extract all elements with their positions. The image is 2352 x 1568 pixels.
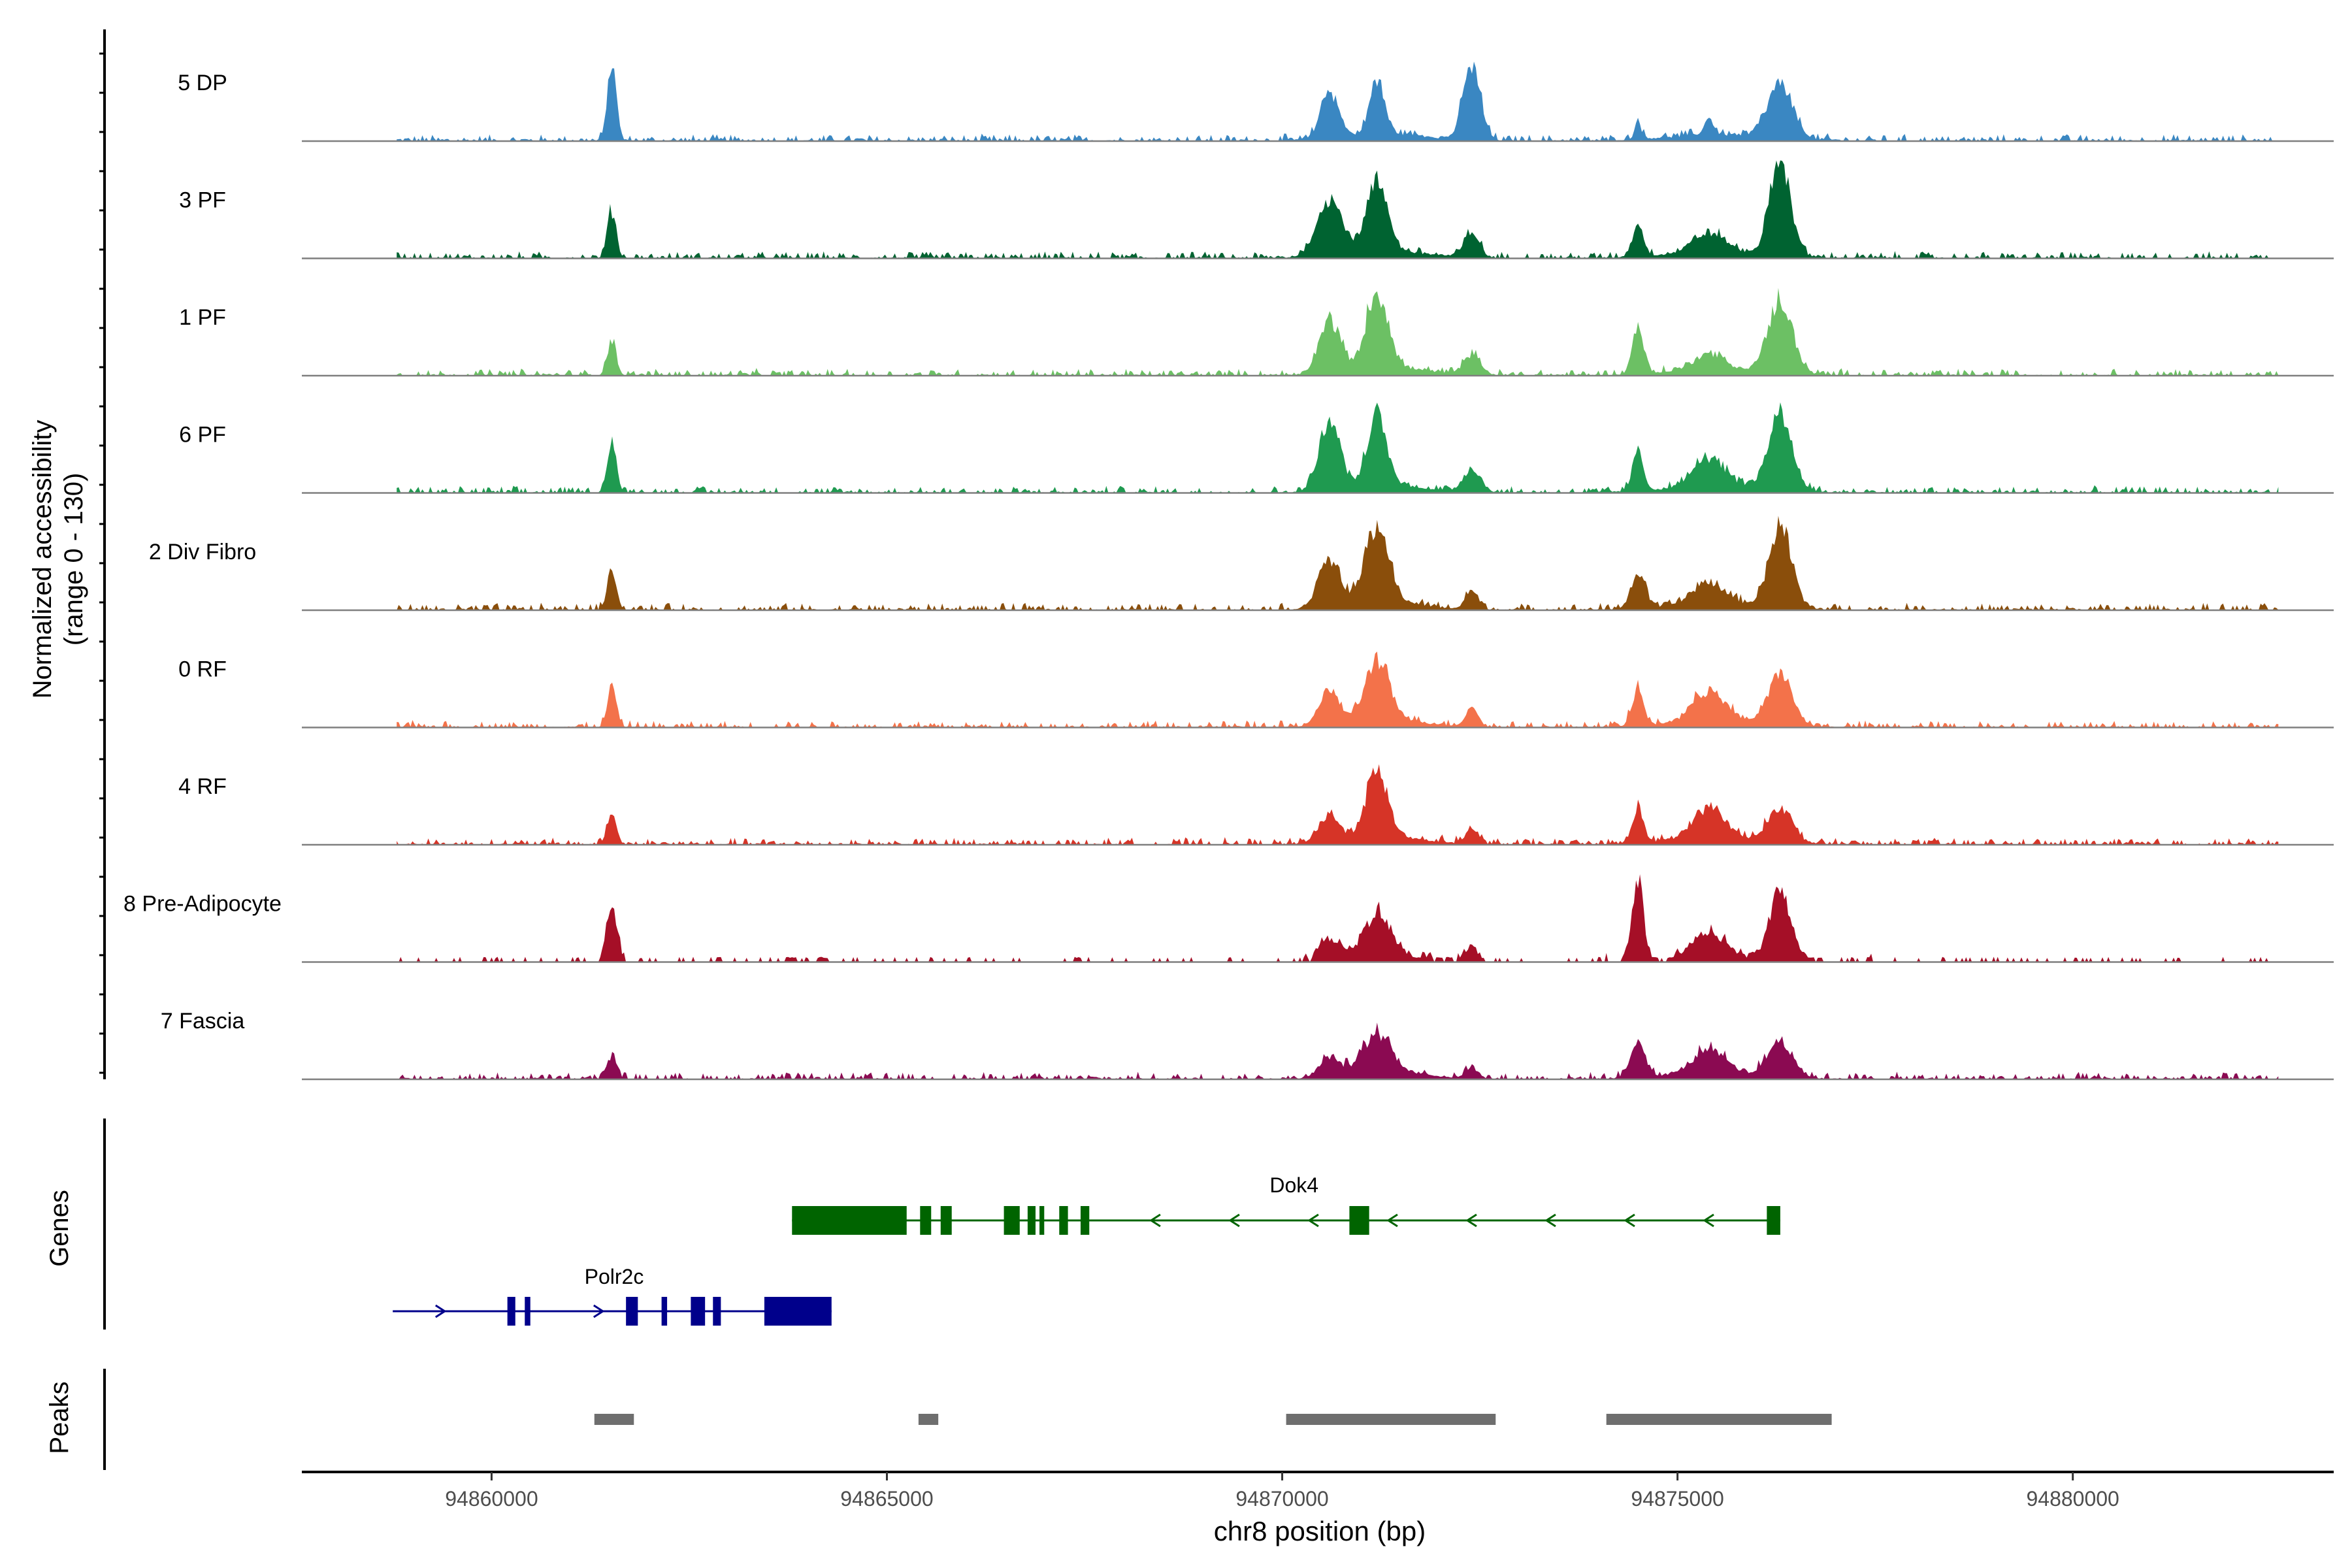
coverage-area: [397, 764, 2279, 845]
coverage-area: [397, 1022, 2279, 1079]
track-label: 6 PF: [179, 423, 226, 448]
track-0: 5 DP: [178, 61, 2334, 142]
strand-arrow: [593, 1304, 605, 1318]
genes-axis-label: Genes: [45, 1190, 74, 1267]
track-label: 8 Pre-Adipocyte: [123, 892, 282, 917]
track-label: 5 DP: [178, 71, 227, 95]
track-6: 4 RF: [178, 764, 2334, 846]
gene-label: Dok4: [1269, 1173, 1318, 1197]
exon: [1027, 1206, 1036, 1235]
coverage-area: [397, 651, 2279, 728]
track-label: 2 Div Fibro: [149, 540, 256, 564]
exon: [1349, 1206, 1369, 1235]
strand-arrow: [1465, 1213, 1477, 1228]
y-axis-label-line1: Normalized accessibility: [28, 420, 57, 699]
exon: [1767, 1206, 1780, 1235]
track-2: 1 PF: [179, 287, 2334, 377]
exon: [940, 1206, 952, 1235]
x-tick-label: 94880000: [2026, 1487, 2119, 1511]
exon: [1080, 1206, 1090, 1235]
exon: [1039, 1206, 1045, 1235]
exon: [713, 1297, 721, 1326]
track-7: 8 Pre-Adipocyte: [123, 874, 2334, 963]
exon: [1004, 1206, 1020, 1235]
peaks-panel: [103, 1369, 1832, 1470]
track-label: 3 PF: [179, 188, 226, 213]
track-8: 7 Fascia: [161, 1009, 2334, 1081]
strand-arrow: [1386, 1213, 1398, 1228]
peak-region: [1286, 1414, 1496, 1425]
strand-arrow: [1307, 1213, 1319, 1228]
track-5: 0 RF: [178, 651, 2334, 728]
exon: [1059, 1206, 1068, 1235]
strand-arrow: [1703, 1213, 1714, 1228]
exon: [626, 1297, 638, 1326]
coverage-area: [397, 515, 2279, 610]
track-4: 2 Div Fibro: [149, 515, 2334, 612]
x-axis-label: chr8 position (bp): [1214, 1516, 1426, 1546]
gene-label: Polr2c: [585, 1265, 644, 1288]
exon: [920, 1206, 932, 1235]
peak-region: [918, 1414, 939, 1425]
x-tick-label: 94875000: [1631, 1487, 1723, 1511]
coverage-area: [397, 160, 2279, 259]
genes-panel: Dok4 Polr2c: [103, 1119, 1780, 1330]
peaks-axis-label: Peaks: [45, 1381, 74, 1454]
track-label: 1 PF: [179, 305, 226, 330]
strand-arrow: [1544, 1213, 1556, 1228]
coverage-area: [397, 287, 2279, 376]
x-axis: 94860000 94865000 94870000 94875000 94880000: [302, 1471, 2334, 1511]
x-tick-label: 94865000: [840, 1487, 933, 1511]
strand-arrow: [434, 1304, 447, 1318]
exon: [507, 1297, 515, 1326]
track-label: 7 Fascia: [161, 1009, 245, 1034]
gene-dok4: Dok4: [792, 1173, 1780, 1235]
strand-arrow: [1624, 1213, 1635, 1228]
coverage-tracks: 5 DP 3 PF 1 PF 6 PF 2 Div Fibro 0 RF 4 RF 8 Pre…: [123, 61, 2334, 1081]
coverage-area: [397, 61, 2279, 141]
coverage-area: [397, 874, 2279, 962]
track-3: 6 PF: [179, 402, 2334, 494]
coverage-area: [397, 402, 2279, 493]
exon: [792, 1206, 907, 1235]
track-1: 3 PF: [179, 160, 2334, 259]
track-label: 0 RF: [178, 657, 227, 682]
exon: [525, 1297, 531, 1326]
strand-arrow: [1228, 1213, 1240, 1228]
x-tick-label: 94870000: [1235, 1487, 1328, 1511]
gene-polr2c: Polr2c: [393, 1265, 832, 1326]
peak-region: [594, 1414, 634, 1425]
strand-arrow: [1149, 1213, 1161, 1228]
y-axis-label-line2: (range 0 - 130): [59, 473, 88, 646]
x-tick-label: 94860000: [445, 1487, 538, 1511]
exon: [764, 1297, 832, 1326]
peak-region: [1606, 1414, 1832, 1425]
y-axis: [99, 29, 106, 1079]
exon: [691, 1297, 706, 1326]
track-label: 4 RF: [178, 774, 227, 799]
exon: [661, 1297, 668, 1326]
